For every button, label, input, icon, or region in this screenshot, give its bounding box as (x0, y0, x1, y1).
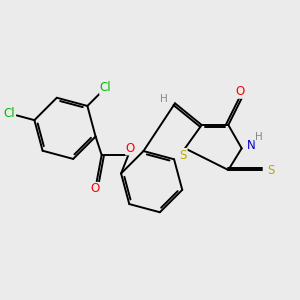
Text: O: O (236, 85, 244, 98)
Text: S: S (180, 148, 187, 161)
Text: S: S (267, 164, 275, 176)
Text: N: N (247, 139, 255, 152)
Text: H: H (255, 132, 263, 142)
Text: O: O (126, 142, 135, 155)
Text: O: O (90, 182, 100, 196)
Text: Cl: Cl (4, 107, 15, 120)
Text: Cl: Cl (100, 81, 111, 94)
Text: H: H (160, 94, 168, 104)
